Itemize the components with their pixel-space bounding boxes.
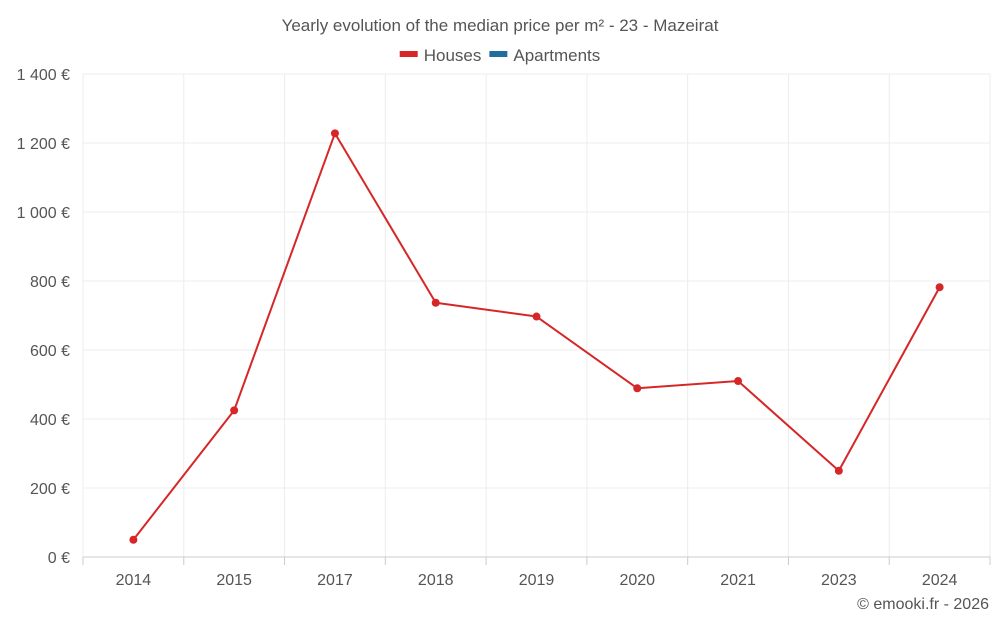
x-tick-label: 2014 — [116, 572, 152, 589]
data-point-houses-2023 — [834, 466, 843, 475]
x-tick-label: 2021 — [720, 572, 756, 589]
legend-item-apartments[interactable]: Apartments — [489, 46, 600, 65]
y-tick-label: 400 € — [30, 412, 70, 429]
data-point-houses-2015 — [230, 406, 239, 415]
x-axis: 2014 2015 2017 2018 2019 2020 2021 2023 2024 — [82, 556, 991, 589]
legend-item-houses[interactable]: Houses — [399, 46, 482, 65]
y-tick-label: 1 400 € — [17, 67, 70, 84]
series-line-houses — [132, 132, 941, 541]
y-tick-label: 0 € — [48, 550, 70, 567]
x-tick-label: 2023 — [821, 572, 857, 589]
x-tick-label: 2015 — [216, 572, 252, 589]
x-tick-label: 2020 — [619, 572, 655, 589]
y-tick-label: 1 000 € — [17, 205, 70, 222]
y-tick-label: 600 € — [30, 343, 70, 360]
x-tick-label: 2017 — [317, 572, 353, 589]
plot-area — [129, 129, 944, 544]
y-tick-label: 800 € — [30, 274, 70, 291]
legend: Houses Apartments — [399, 46, 600, 65]
legend-label-houses: Houses — [424, 46, 482, 65]
data-point-houses-2018 — [431, 298, 440, 307]
legend-label-apartments: Apartments — [513, 46, 600, 65]
data-point-houses-2019 — [532, 312, 541, 321]
y-tick-label: 200 € — [30, 481, 70, 498]
x-tick-label: 2019 — [519, 572, 555, 589]
y-axis: 0 € 200 € 400 € 600 € 800 € 1 000 € 1 200 € 1 4… — [17, 67, 70, 567]
credit-text: © emooki.fr - 2026 — [857, 596, 989, 613]
x-tick-label: 2018 — [418, 572, 454, 589]
grid — [82, 73, 991, 557]
legend-swatch-apartments — [489, 51, 508, 57]
data-point-houses-2014 — [129, 535, 138, 544]
data-point-houses-2024 — [935, 283, 944, 292]
chart-title: Yearly evolution of the median price per… — [282, 16, 719, 35]
legend-swatch-houses — [399, 51, 418, 57]
data-point-houses-2017 — [330, 129, 339, 138]
data-point-houses-2021 — [734, 377, 743, 386]
x-tick-label: 2024 — [922, 572, 958, 589]
data-point-houses-2020 — [633, 384, 642, 393]
y-tick-label: 1 200 € — [17, 136, 70, 153]
